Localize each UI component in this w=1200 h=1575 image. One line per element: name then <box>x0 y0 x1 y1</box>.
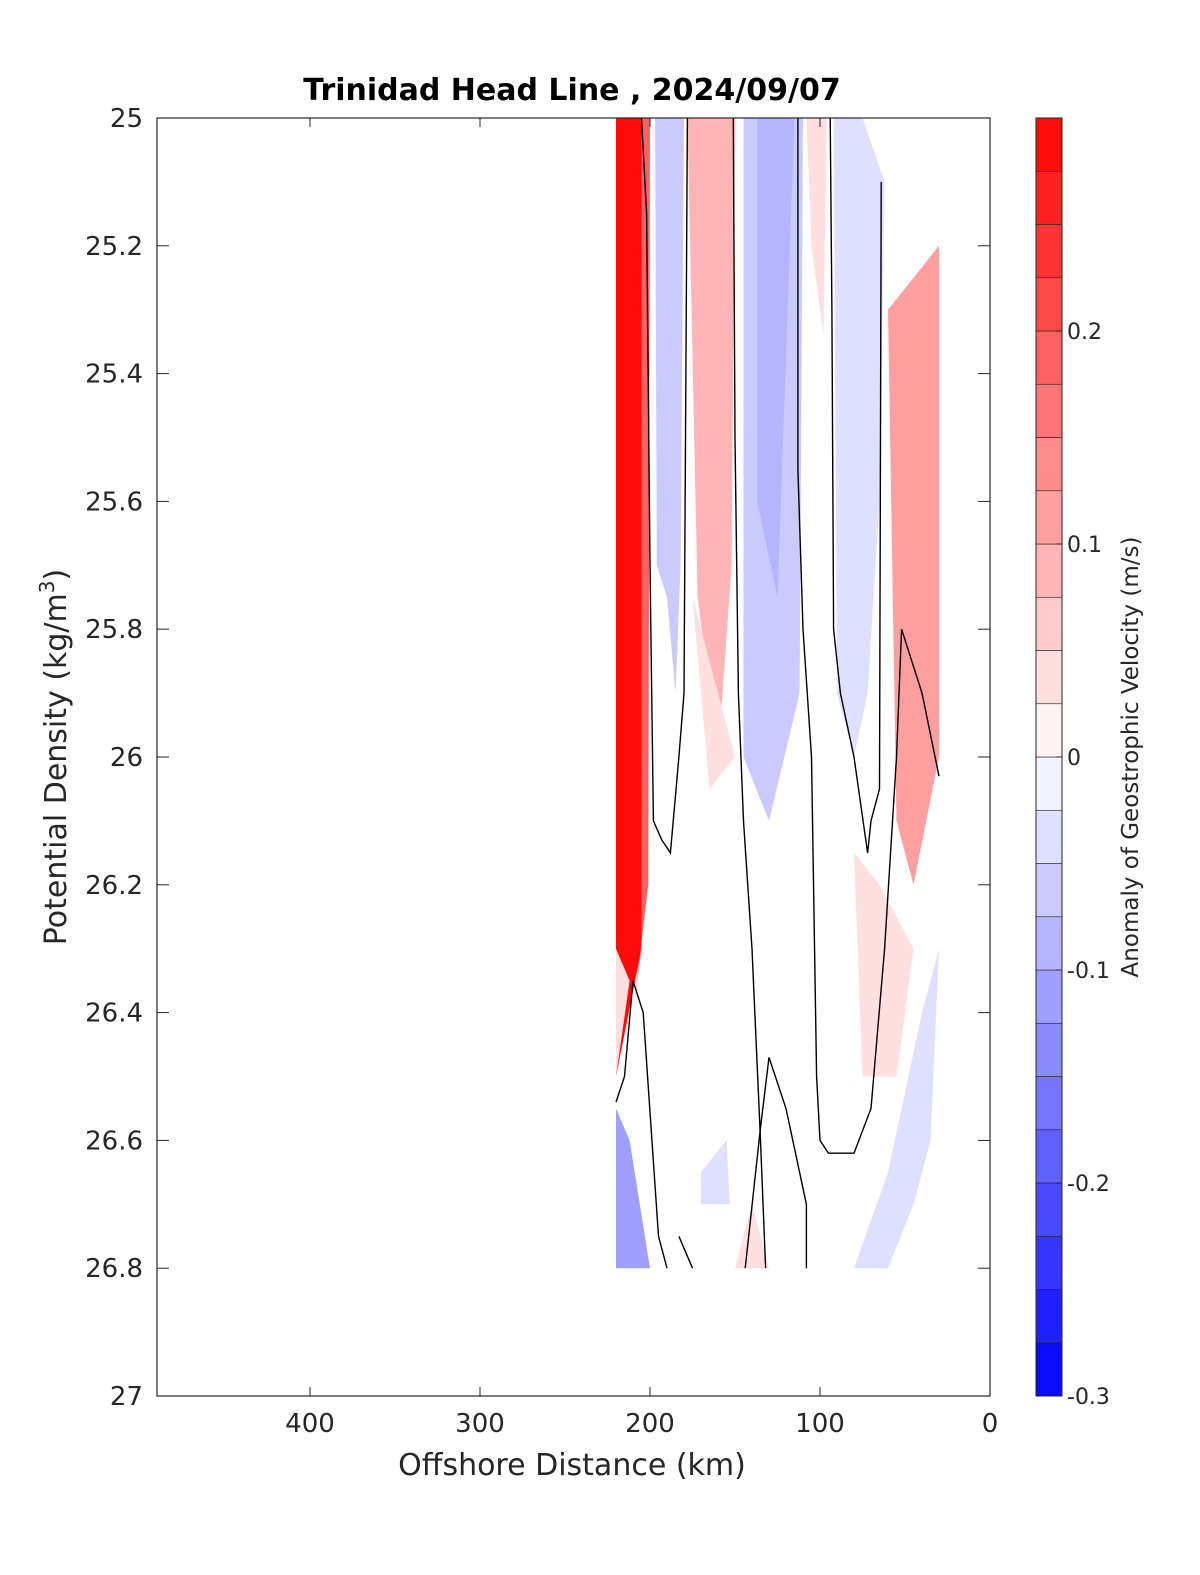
x-tick-label: 400 <box>285 1409 335 1439</box>
y-axis-label-base: Potential Density (kg/m <box>39 593 74 945</box>
colorbar-band <box>1035 543 1063 598</box>
colorbar-band <box>1035 1342 1063 1397</box>
contour-region-10 <box>833 118 885 757</box>
y-tick-label: 26.4 <box>85 999 143 1029</box>
colorbar-band <box>1035 170 1063 225</box>
colorbar-band <box>1035 1182 1063 1237</box>
zero-contour-lines <box>615 118 940 1269</box>
y-axis-label: Potential Density (kg/m3) <box>35 569 74 945</box>
colorbar-band <box>1035 1129 1063 1184</box>
colorbar-band <box>1035 756 1063 811</box>
zero-contour-2 <box>678 1236 694 1269</box>
y-tick-label: 25.4 <box>85 360 143 390</box>
contour-region-6 <box>692 597 735 789</box>
colorbar-tick-label: 0 <box>1067 746 1081 771</box>
colorbar-tick-label: 0.2 <box>1067 320 1102 345</box>
x-axis-ticks: 400 300 200 100 0 <box>285 118 998 1439</box>
y-tick-label: 26.8 <box>85 1254 143 1284</box>
colorbar-band <box>1035 596 1063 651</box>
zero-contour-6 <box>829 118 882 853</box>
zero-contour-0 <box>615 980 668 1269</box>
y-tick-label: 25.6 <box>85 487 143 517</box>
contour-region-9 <box>806 118 827 336</box>
contour-region-3 <box>616 1108 650 1333</box>
colorbar-band <box>1035 1289 1063 1344</box>
contour-region-2 <box>616 948 630 1077</box>
x-tick-label: 0 <box>982 1409 999 1439</box>
contour-region-8 <box>757 118 795 598</box>
colorbar-band <box>1035 277 1063 332</box>
colorbar-band <box>1035 969 1063 1024</box>
contour-region-4 <box>655 118 684 694</box>
colorbar-band <box>1035 490 1063 545</box>
colorbar-tick-label: -0.1 <box>1067 959 1110 984</box>
colorbar: -0.3 -0.2 -0.1 0 0.1 0.2 Anomaly of Geostroph… <box>1035 117 1144 1410</box>
colorbar-band <box>1035 1235 1063 1290</box>
y-tick-label: 25 <box>110 104 143 134</box>
contour-region-5 <box>687 118 735 757</box>
colorbar-band <box>1035 1022 1063 1077</box>
colorbar-band <box>1035 224 1063 279</box>
colorbar-tick-label: -0.3 <box>1067 1385 1110 1410</box>
y-axis-label-close: ) <box>39 569 74 581</box>
colorbar-band <box>1035 916 1063 971</box>
contour-region-1 <box>633 118 650 1013</box>
colorbar-band <box>1035 703 1063 758</box>
x-tick-label: 100 <box>795 1409 845 1439</box>
zero-contour-3 <box>732 118 767 1269</box>
x-axis-label: Offshore Distance (km) <box>398 1448 746 1483</box>
colorbar-tick-label: 0.1 <box>1067 533 1102 558</box>
y-tick-label: 27 <box>110 1382 143 1412</box>
colorbar-band <box>1035 863 1063 918</box>
contour-region-13 <box>854 948 939 1269</box>
contour-region-0 <box>616 118 642 1077</box>
contour-region-14 <box>701 1140 730 1205</box>
colorbar-band <box>1035 383 1063 438</box>
contour-region-15 <box>735 1204 769 1269</box>
colorbar-band <box>1035 809 1063 864</box>
y-tick-label: 25.8 <box>85 615 143 645</box>
y-tick-label: 25.2 <box>85 232 143 262</box>
y-tick-label: 26.6 <box>85 1126 143 1156</box>
contour-region-11 <box>888 245 939 885</box>
zero-contour-1 <box>640 118 689 855</box>
x-tick-label: 300 <box>455 1409 505 1439</box>
zero-contour-4 <box>744 1057 808 1269</box>
colorbar-band <box>1035 330 1063 385</box>
y-tick-label: 26.2 <box>85 871 143 901</box>
y-axis-ticks: 25 25.2 25.4 25.6 25.8 26 26.2 26.4 26.6 26.8 27 <box>85 104 990 1412</box>
colorbar-band <box>1035 117 1063 172</box>
y-tick-label: 26 <box>110 743 143 773</box>
colorbar-label: Anomaly of Geostrophic Velocity (m/s) <box>1118 537 1144 978</box>
colorbar-band <box>1035 1076 1063 1131</box>
y-axis-label-superscript: 3 <box>35 580 59 593</box>
colorbar-ticks: -0.3 -0.2 -0.1 0 0.1 0.2 <box>1056 320 1110 1410</box>
x-tick-label: 200 <box>625 1409 675 1439</box>
chart-title: Trinidad Head Line , 2024/09/07 <box>303 73 840 108</box>
colorbar-band <box>1035 437 1063 492</box>
zero-contour-5 <box>797 118 940 1154</box>
colorbar-tick-label: -0.2 <box>1067 1172 1110 1197</box>
colorbar-band <box>1035 650 1063 705</box>
